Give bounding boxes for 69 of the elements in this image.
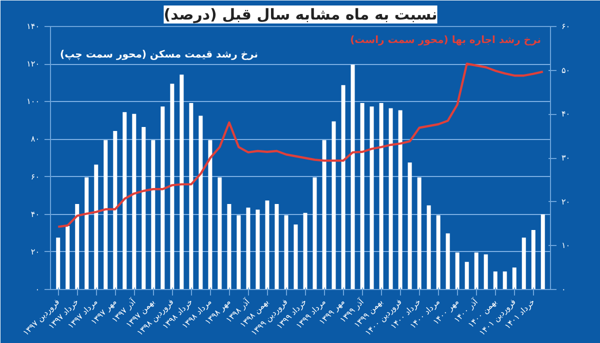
bar xyxy=(388,108,393,290)
bar xyxy=(218,177,222,290)
bar xyxy=(455,252,460,290)
y-tick-label: ۰ xyxy=(35,285,40,294)
bar xyxy=(256,210,260,290)
bar xyxy=(84,177,89,290)
y2-tick-label: ۲۰ xyxy=(562,197,570,206)
y-tick-label: ۱۰۰ xyxy=(26,97,40,106)
bar xyxy=(332,121,336,290)
y2-tick-label: ۶۰ xyxy=(562,22,570,31)
bar xyxy=(379,102,384,290)
bar xyxy=(426,205,431,290)
bar xyxy=(122,112,127,290)
bar xyxy=(189,102,194,290)
bar xyxy=(322,140,326,290)
bar xyxy=(104,140,108,290)
bar xyxy=(408,162,412,290)
bar xyxy=(56,238,60,290)
bar xyxy=(474,252,478,290)
chart-title: نسبت به ماه مشابه سال قبل (درصد) xyxy=(164,6,438,24)
bar xyxy=(370,106,374,290)
y-tick-label: ۲۰ xyxy=(30,247,40,256)
bar xyxy=(198,116,203,290)
bar xyxy=(312,177,317,290)
bar xyxy=(180,74,184,290)
line-series xyxy=(57,62,544,228)
bar xyxy=(265,200,270,290)
bar xyxy=(142,127,146,290)
bar xyxy=(132,114,136,290)
bar xyxy=(398,110,402,290)
bar xyxy=(540,214,545,290)
bar xyxy=(436,215,440,290)
y-tick-label: ۸۰ xyxy=(30,134,40,144)
bar xyxy=(446,233,450,290)
bar xyxy=(113,130,118,290)
bar xyxy=(531,230,536,290)
bar xyxy=(417,177,422,290)
bar xyxy=(66,226,70,290)
bar xyxy=(236,215,241,290)
bar xyxy=(360,102,364,290)
y2-tick-label: ۱۰ xyxy=(562,241,570,250)
bar xyxy=(284,215,288,290)
bar xyxy=(522,238,526,290)
bar xyxy=(160,106,165,290)
y-tick-label: ۱۴۰ xyxy=(26,22,40,31)
y2-tick-label: ۰ xyxy=(562,285,566,294)
bar xyxy=(484,254,488,290)
bar xyxy=(341,85,346,290)
bar xyxy=(493,271,498,290)
bar xyxy=(94,164,98,290)
bar xyxy=(75,204,80,290)
bar xyxy=(350,64,355,290)
y2-tick-label: ۴۰ xyxy=(562,110,570,119)
y2-tick-label: ۵۰ xyxy=(562,66,570,75)
bar xyxy=(151,140,156,290)
bar xyxy=(464,262,469,290)
bar xyxy=(502,271,507,290)
y-tick-label: ۱۲۰ xyxy=(26,60,40,69)
text: نرخ رشد قیمت مسکن (محور سمت چپ) xyxy=(60,49,258,60)
bar xyxy=(246,208,250,290)
y-tick-label: ۶۰ xyxy=(30,172,40,182)
bar xyxy=(274,204,279,290)
y2-tick-label: ۳۰ xyxy=(562,154,570,162)
y-tick-label: ۴۰ xyxy=(30,210,40,219)
bar xyxy=(170,84,174,290)
bar xyxy=(208,140,212,290)
text: نرخ رشد اجاره بها (محور سمت راست) xyxy=(350,35,542,46)
bar xyxy=(227,204,232,290)
bar xyxy=(512,268,516,290)
